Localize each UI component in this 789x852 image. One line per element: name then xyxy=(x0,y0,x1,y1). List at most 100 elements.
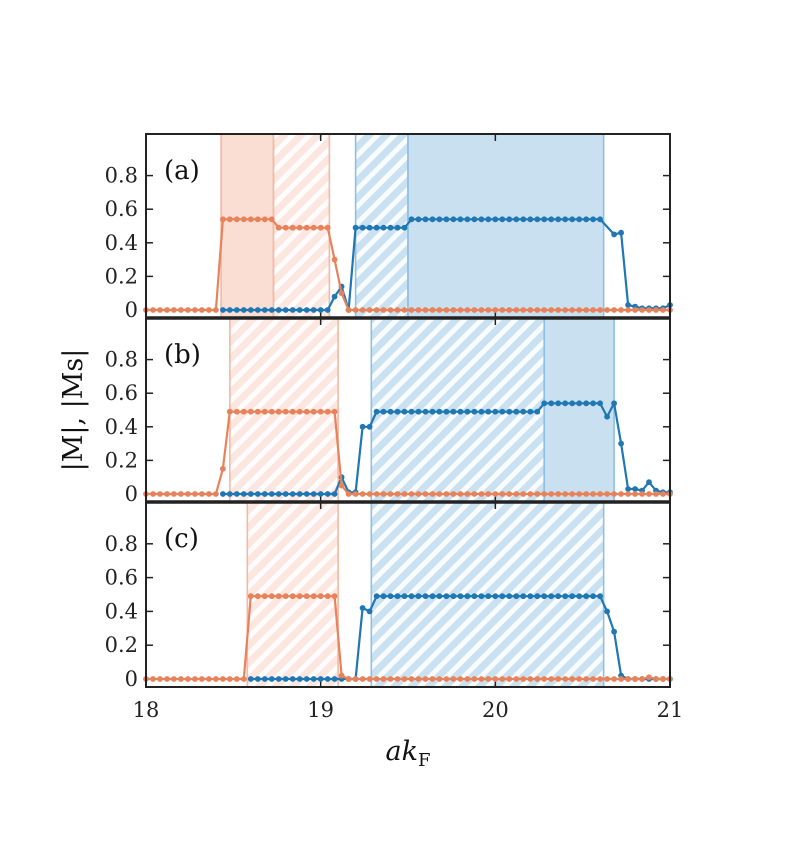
data-point-orange xyxy=(408,491,415,497)
data-point-orange xyxy=(527,676,534,682)
data-point-orange xyxy=(401,307,408,313)
data-point-orange xyxy=(646,491,652,497)
data-point-orange xyxy=(471,676,478,682)
data-point-orange xyxy=(408,307,415,313)
data-point-orange xyxy=(485,491,492,497)
data-point-blue xyxy=(583,216,590,223)
data-point-blue xyxy=(527,216,534,223)
data-point-orange xyxy=(199,491,205,497)
data-point-blue xyxy=(429,408,436,415)
data-point-orange xyxy=(520,491,527,497)
data-point-blue xyxy=(597,593,603,600)
data-point-orange xyxy=(324,224,331,231)
y-tick-label: 0.2 xyxy=(105,633,138,657)
data-point-orange xyxy=(171,491,177,497)
data-point-orange xyxy=(415,491,422,497)
data-point-blue xyxy=(317,307,324,313)
data-point-blue xyxy=(513,593,520,600)
data-point-orange xyxy=(450,491,457,497)
y-tick-label: 0.8 xyxy=(105,164,138,188)
data-point-orange xyxy=(226,216,233,223)
data-point-orange xyxy=(303,408,310,415)
y-tick-label: 0.8 xyxy=(105,532,138,556)
data-point-orange xyxy=(150,491,156,497)
data-point-orange xyxy=(157,491,163,497)
data-point-blue xyxy=(289,307,296,313)
data-point-orange xyxy=(268,216,275,223)
data-point-orange xyxy=(164,676,170,682)
data-point-orange xyxy=(296,408,303,415)
data-point-orange xyxy=(569,491,576,497)
y-tick-label: 0 xyxy=(125,482,138,506)
y-tick-label: 0 xyxy=(125,298,138,322)
data-point-blue xyxy=(534,593,541,600)
data-point-blue xyxy=(415,593,422,600)
data-point-blue xyxy=(296,676,303,682)
data-point-orange xyxy=(506,307,513,313)
data-point-orange xyxy=(261,216,268,223)
data-point-orange xyxy=(275,593,282,600)
data-point-blue xyxy=(618,440,624,447)
data-point-orange xyxy=(576,307,583,313)
data-point-orange xyxy=(164,491,170,497)
data-point-blue xyxy=(275,676,282,682)
data-point-orange xyxy=(289,224,296,231)
data-point-orange xyxy=(464,307,471,313)
data-point-blue xyxy=(226,307,233,313)
data-point-blue xyxy=(443,408,450,415)
data-point-blue xyxy=(513,216,520,223)
data-point-orange xyxy=(296,224,303,231)
data-point-orange xyxy=(471,491,478,497)
data-point-orange xyxy=(436,676,443,682)
data-point-blue xyxy=(415,408,422,415)
data-point-orange xyxy=(534,307,541,313)
data-point-orange xyxy=(555,307,562,313)
data-point-orange xyxy=(192,491,198,497)
data-point-orange xyxy=(646,307,652,313)
data-point-blue xyxy=(457,408,464,415)
data-point-orange xyxy=(380,491,387,497)
data-point-orange xyxy=(171,307,177,313)
data-point-orange xyxy=(387,491,394,497)
data-point-orange xyxy=(192,307,198,313)
data-point-orange xyxy=(597,676,603,682)
data-point-orange xyxy=(611,307,617,313)
data-point-orange xyxy=(660,307,666,313)
data-point-blue xyxy=(373,593,380,600)
data-point-orange xyxy=(324,408,331,415)
data-point-orange xyxy=(436,491,443,497)
data-point-blue xyxy=(576,593,583,600)
data-point-orange xyxy=(338,290,345,297)
data-point-orange xyxy=(478,491,485,497)
data-point-blue xyxy=(457,593,464,600)
data-point-blue xyxy=(289,491,296,497)
data-point-orange xyxy=(338,672,345,679)
data-point-orange xyxy=(653,676,659,682)
data-point-blue xyxy=(464,216,471,223)
data-point-blue xyxy=(625,302,631,308)
data-point-blue xyxy=(422,216,429,223)
data-point-blue xyxy=(541,593,548,600)
data-point-orange xyxy=(394,676,401,682)
data-point-blue xyxy=(310,307,317,313)
data-point-orange xyxy=(541,676,548,682)
data-point-blue xyxy=(499,216,506,223)
data-point-orange xyxy=(513,307,520,313)
data-point-blue xyxy=(576,400,583,407)
data-point-orange xyxy=(261,408,268,415)
data-point-blue xyxy=(506,408,513,415)
data-point-blue xyxy=(275,491,282,497)
data-point-blue xyxy=(569,400,576,407)
data-point-blue xyxy=(331,491,338,497)
data-point-orange xyxy=(401,491,408,497)
data-point-blue xyxy=(408,408,415,415)
data-point-orange xyxy=(233,216,240,223)
data-point-blue xyxy=(513,408,520,415)
data-point-blue xyxy=(527,408,534,415)
data-point-blue xyxy=(562,400,569,407)
data-point-blue xyxy=(233,491,240,497)
data-point-orange xyxy=(506,491,513,497)
data-point-orange xyxy=(366,491,373,497)
data-point-orange xyxy=(590,491,596,497)
data-point-orange xyxy=(443,307,450,313)
